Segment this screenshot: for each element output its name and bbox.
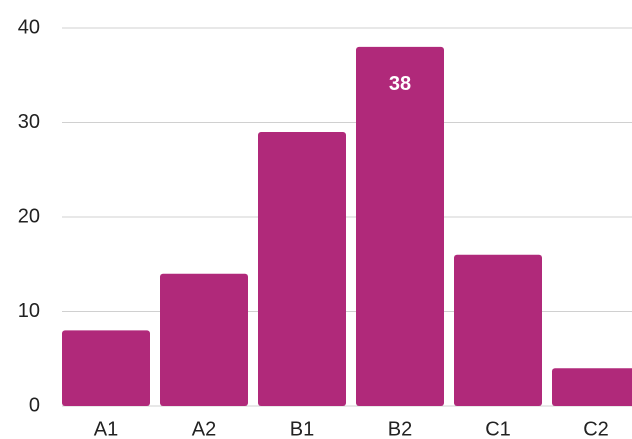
y-tick-label: 0 bbox=[29, 394, 40, 416]
x-tick-label: B2 bbox=[388, 418, 412, 439]
y-tick-label: 40 bbox=[18, 16, 40, 38]
bar bbox=[258, 131, 346, 406]
bar bbox=[160, 273, 248, 406]
x-tick-label: B1 bbox=[290, 418, 314, 439]
x-tick-label: C2 bbox=[583, 418, 609, 439]
x-tick-label: C1 bbox=[485, 418, 511, 439]
data-label: 38 bbox=[389, 73, 411, 95]
bar bbox=[454, 254, 542, 406]
bar bbox=[356, 46, 444, 407]
bar bbox=[62, 330, 150, 406]
x-tick-label: A1 bbox=[94, 418, 118, 439]
y-tick-label: 10 bbox=[18, 300, 40, 322]
y-tick-label: 20 bbox=[18, 205, 40, 227]
bar bbox=[552, 368, 632, 406]
x-tick-label: A2 bbox=[192, 418, 216, 439]
y-tick-label: 30 bbox=[18, 111, 40, 133]
